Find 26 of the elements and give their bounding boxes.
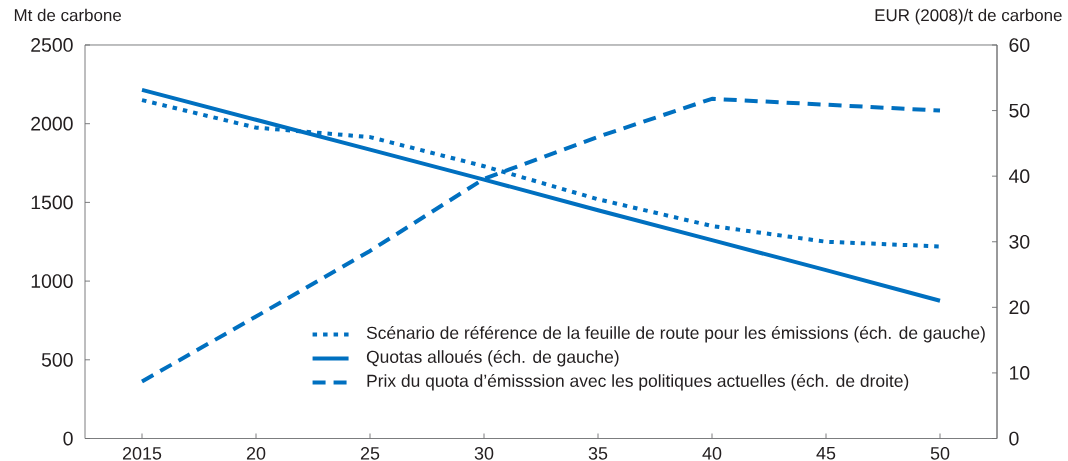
y2-tick-label: 10	[1010, 366, 1030, 380]
x-tick-label: 30	[474, 447, 494, 460]
legend-label: Prix du quota d’émisssion avec les politiques actuelles (éch. de droite)	[367, 373, 909, 391]
y2-axis-title: EUR (2008)/t de carbone	[875, 8, 1062, 25]
y-tick-label: 0	[63, 431, 73, 446]
y-tick-label: 1500	[31, 195, 73, 210]
y-tick-label: 2500	[31, 38, 73, 52]
y2-tick-label: 60	[1009, 38, 1030, 52]
x-tick-label: 20	[246, 447, 266, 460]
legend-label: Quotas alloués (éch. de gauche)	[366, 349, 619, 367]
y2-tick-label: 30	[1009, 234, 1030, 249]
x-tick-label: 2015	[122, 447, 162, 460]
y-tick-label: 500	[41, 352, 73, 367]
x-tick-label: 50	[930, 447, 950, 460]
y-axis-title: Mt de carbone	[14, 8, 122, 22]
y2-tick-label: 40	[1008, 169, 1030, 184]
y2-tick-label: 0	[1009, 431, 1019, 446]
x-tick-label: 25	[360, 447, 380, 460]
y2-tick-label: 50	[1009, 103, 1030, 118]
y2-tick-label: 20	[1009, 300, 1030, 315]
x-tick-label: 40	[702, 447, 722, 460]
y-tick-label: 2000	[31, 116, 73, 131]
x-tick-label: 45	[816, 447, 836, 460]
x-tick-label: 35	[588, 447, 608, 460]
legend-label: Scénario de référence de la feuille de route pour les émissions (éch. de gauche)	[366, 325, 985, 343]
y-tick-label: 1000	[31, 274, 73, 288]
